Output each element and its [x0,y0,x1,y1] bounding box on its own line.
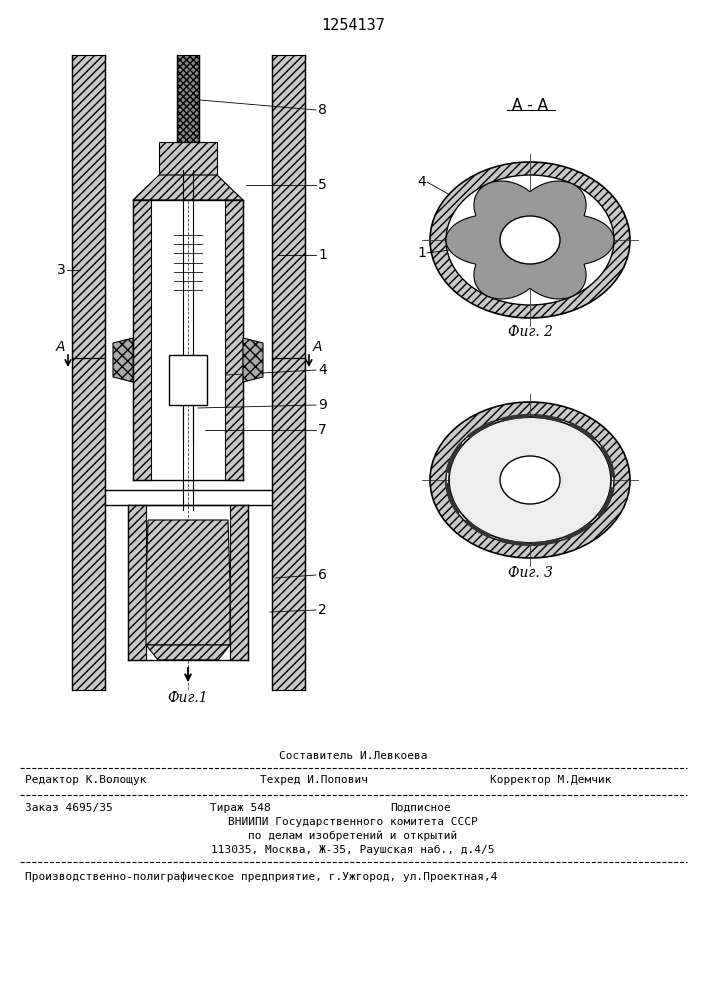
Ellipse shape [500,456,560,504]
Polygon shape [146,520,230,645]
Bar [159,142,217,175]
Text: 3: 3 [57,263,66,277]
Text: Фиг.1: Фиг.1 [168,691,209,705]
Text: ВНИИПИ Государственного комитета СССР: ВНИИПИ Государственного комитета СССР [228,817,478,827]
Bar [272,55,305,690]
Text: 4: 4 [318,363,327,377]
Text: Редактор К.Волощук: Редактор К.Волощук [25,775,146,785]
Text: 1: 1 [417,246,426,260]
Text: A: A [312,340,322,354]
Text: 1254137: 1254137 [321,17,385,32]
Text: 9: 9 [318,398,327,412]
Ellipse shape [430,402,630,558]
Bar [177,55,199,142]
Text: 6: 6 [318,568,327,582]
Ellipse shape [449,417,611,543]
Text: A - A: A - A [512,98,548,112]
Text: 4: 4 [417,175,426,189]
Text: 113035, Москва, Ж-35, Раушская наб., д.4/5: 113035, Москва, Ж-35, Раушская наб., д.4… [211,845,495,855]
Text: 5: 5 [318,178,327,192]
Text: 8: 8 [318,103,327,117]
Text: 2: 2 [318,603,327,617]
Bar [225,200,243,480]
Text: A: A [55,340,65,354]
Polygon shape [243,338,263,382]
Ellipse shape [446,415,614,545]
Bar [133,200,151,480]
Text: Фиг. 3: Фиг. 3 [508,566,552,580]
Polygon shape [446,181,614,299]
Text: Составитель И.Левкоева: Составитель И.Левкоева [279,751,427,761]
Text: по делам изобретений и открытий: по делам изобретений и открытий [248,831,457,841]
Text: 1: 1 [318,248,327,262]
Text: Подписное: Подписное [390,803,451,813]
Text: 7: 7 [318,423,327,437]
Ellipse shape [500,216,560,264]
Polygon shape [133,175,243,200]
Ellipse shape [430,162,630,318]
Text: Заказ 4695/35: Заказ 4695/35 [25,803,112,813]
Polygon shape [113,338,133,382]
Text: Тираж 548: Тираж 548 [210,803,271,813]
Text: Производственно-полиграфическое предприятие, г.Ужгород, ул.Проектная,4: Производственно-полиграфическое предприя… [25,872,498,882]
Bar [169,355,207,405]
Ellipse shape [446,175,614,305]
Bar [72,55,105,690]
Polygon shape [146,645,230,660]
Text: Фиг. 2: Фиг. 2 [508,325,552,339]
Bar [128,505,146,660]
Bar [230,505,248,660]
Text: Корректор М.Демчик: Корректор М.Демчик [490,775,612,785]
Text: Техред И.Попович: Техред И.Попович [260,775,368,785]
